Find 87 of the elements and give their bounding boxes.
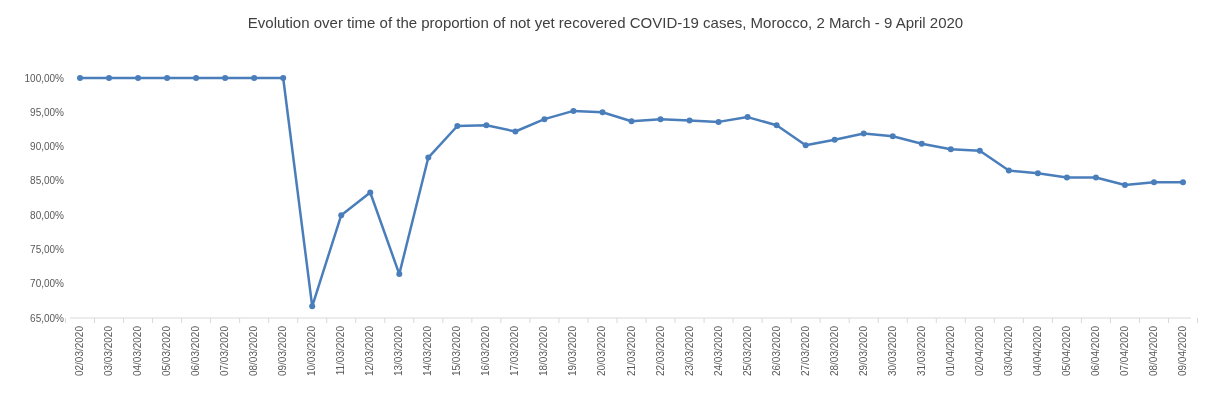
point	[773, 122, 780, 129]
x-tick-label: 17/03/2020	[509, 325, 521, 377]
x-tick-label: 23/03/2020	[683, 325, 695, 377]
x-tick-label: 05/03/2020	[161, 325, 173, 377]
chart-title: Evolution over time of the proportion of not yet recovered COVID-19 cases, Morocco, 2 March - 9 April 2020	[247, 14, 964, 31]
x-tick-label: 24/03/2020	[712, 325, 724, 377]
x-tick-label: 22/03/2020	[654, 325, 666, 377]
x-tick-label: 15/03/2020	[451, 325, 463, 377]
point	[425, 154, 432, 161]
point	[454, 123, 461, 129]
point	[541, 116, 548, 123]
x-tick-label: 25/03/2020	[741, 325, 753, 377]
x-tick-label: 11/03/2020	[335, 325, 347, 376]
point	[135, 75, 142, 81]
x-tick-label: 05/04/2020	[1060, 325, 1072, 377]
x-tick-label: 19/03/2020	[567, 325, 579, 377]
y-tick-label: 75,00%	[30, 243, 65, 255]
x-tick-label: 09/03/2020	[277, 325, 289, 377]
x-tick-label: 04/04/2020	[1031, 325, 1043, 377]
point	[106, 75, 113, 81]
x-tick-label: 10/03/2020	[306, 325, 318, 377]
x-tick-label: 04/03/2020	[132, 325, 144, 377]
point	[889, 133, 896, 140]
point	[338, 212, 345, 219]
x-tick-label: 31/03/2020	[915, 325, 927, 377]
point	[512, 128, 519, 135]
point	[628, 118, 635, 125]
x-tick-label: 14/03/2020	[422, 325, 434, 377]
x-tick-label: 13/03/2020	[393, 325, 405, 377]
point	[1121, 181, 1128, 188]
y-tick-label: 100,00%	[24, 72, 65, 84]
y-tick-label: 70,00%	[30, 278, 65, 290]
point	[164, 75, 171, 81]
x-tick-label: 29/03/2020	[857, 325, 869, 377]
x-tick-label: 12/03/2020	[364, 325, 376, 377]
point	[1150, 179, 1157, 186]
x-tick-label: 08/04/2020	[1147, 325, 1159, 377]
x-tick-label: 21/03/2020	[625, 325, 637, 377]
point	[570, 107, 577, 114]
x-tick-label: 07/04/2020	[1118, 325, 1130, 377]
y-tick-label: 95,00%	[30, 106, 65, 118]
point	[744, 114, 751, 121]
point	[1092, 174, 1099, 181]
point	[947, 146, 954, 153]
x-tick-label: 20/03/2020	[596, 325, 608, 377]
y-tick-label: 85,00%	[30, 175, 65, 187]
point	[396, 271, 403, 278]
point	[715, 118, 722, 125]
point	[686, 117, 693, 124]
x-tick-label: 06/04/2020	[1089, 325, 1101, 377]
point	[309, 303, 316, 310]
point	[831, 136, 838, 143]
point	[483, 122, 490, 129]
point	[599, 109, 606, 116]
point	[77, 75, 83, 81]
point	[193, 75, 200, 81]
x-tick-label: 08/03/2020	[248, 325, 260, 377]
y-tick-label: 80,00%	[30, 209, 65, 221]
x-tick-label: 30/03/2020	[886, 325, 898, 377]
x-tick-label: 26/03/2020	[770, 325, 782, 377]
point	[918, 140, 925, 147]
x-tick-label: 09/04/2020	[1177, 325, 1188, 377]
x-tick-label: 01/04/2020	[944, 325, 956, 377]
point	[280, 75, 287, 81]
y-tick-label: 65,00%	[30, 312, 65, 324]
x-tick-label: 02/03/2020	[74, 325, 85, 377]
x-tick-label: 06/03/2020	[190, 325, 202, 377]
point	[251, 75, 258, 81]
point	[1005, 167, 1012, 174]
x-tick-label: 18/03/2020	[538, 325, 550, 377]
point	[1034, 170, 1041, 177]
x-tick-label: 03/03/2020	[103, 325, 115, 377]
y-tick-label: 90,00%	[30, 141, 65, 153]
point	[222, 75, 229, 81]
point	[802, 142, 809, 149]
point	[367, 189, 374, 196]
point	[976, 147, 983, 154]
point	[860, 130, 867, 137]
point	[1063, 174, 1070, 181]
point	[1180, 179, 1186, 186]
x-tick-label: 28/03/2020	[828, 325, 840, 377]
x-tick-label: 27/03/2020	[799, 325, 811, 377]
point	[657, 116, 664, 123]
x-tick-label: 16/03/2020	[480, 325, 492, 377]
x-tick-label: 02/04/2020	[973, 325, 985, 377]
x-tick-label: 07/03/2020	[219, 325, 231, 377]
x-tick-label: 03/04/2020	[1002, 325, 1014, 377]
